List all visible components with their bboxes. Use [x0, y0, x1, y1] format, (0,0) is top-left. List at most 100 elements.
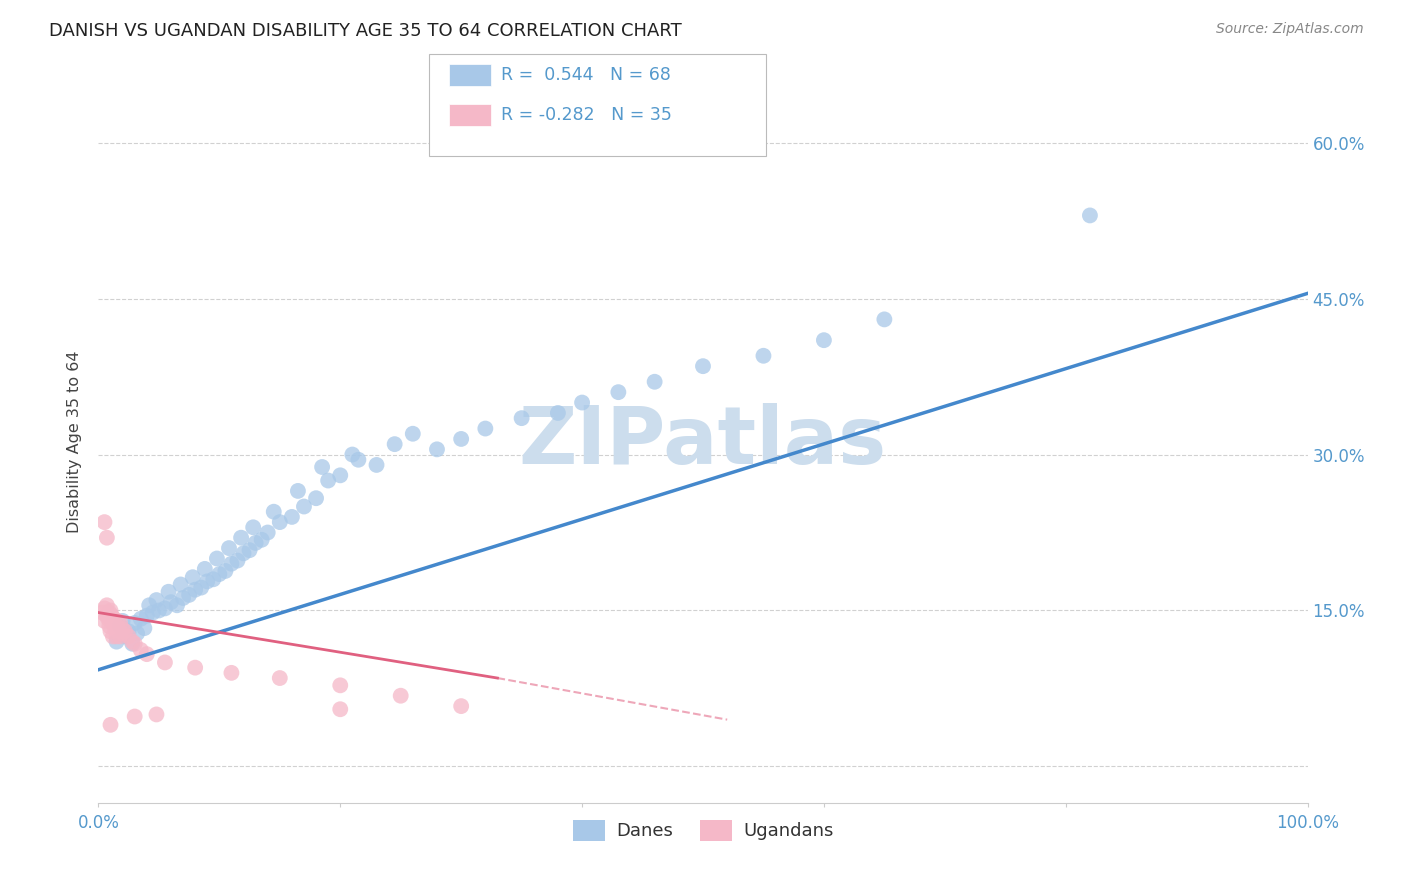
Point — [190, 581, 212, 595]
Point — [166, 599, 188, 613]
Point — [571, 395, 593, 409]
Point — [195, 574, 218, 589]
Point — [121, 634, 143, 648]
Text: R = -0.282   N = 35: R = -0.282 N = 35 — [501, 106, 672, 124]
Point — [105, 619, 128, 633]
Point — [245, 536, 267, 550]
Point — [607, 385, 630, 400]
Point — [229, 531, 252, 545]
Point — [111, 622, 134, 636]
Point — [153, 601, 176, 615]
Point — [160, 595, 183, 609]
Point — [202, 572, 225, 586]
Point — [107, 614, 129, 628]
Point — [124, 615, 146, 630]
Point — [138, 599, 160, 613]
Point — [100, 603, 122, 617]
Point — [184, 582, 207, 597]
Point — [450, 699, 472, 714]
Point — [426, 442, 449, 457]
Point — [752, 349, 775, 363]
Text: ZIPatlas: ZIPatlas — [519, 402, 887, 481]
Point — [221, 665, 243, 680]
Point — [347, 452, 370, 467]
Point — [184, 660, 207, 674]
Point — [145, 593, 167, 607]
Point — [135, 647, 157, 661]
Point — [105, 630, 128, 644]
Point — [873, 312, 896, 326]
Point — [134, 621, 156, 635]
Point — [114, 624, 136, 639]
Point — [105, 634, 128, 648]
Point — [98, 619, 121, 633]
Y-axis label: Disability Age 35 to 64: Disability Age 35 to 64 — [67, 351, 83, 533]
Point — [104, 622, 127, 636]
Point — [218, 541, 240, 555]
Point — [108, 619, 131, 633]
Point — [142, 606, 165, 620]
Point — [118, 630, 141, 644]
Point — [91, 606, 114, 620]
Point — [287, 483, 309, 498]
Point — [239, 543, 262, 558]
Point — [329, 468, 352, 483]
Point — [96, 599, 118, 613]
Point — [100, 608, 122, 623]
Text: Source: ZipAtlas.com: Source: ZipAtlas.com — [1216, 22, 1364, 37]
Point — [221, 557, 243, 571]
Point — [172, 591, 194, 605]
Point — [157, 584, 180, 599]
Point — [208, 567, 231, 582]
Point — [111, 626, 134, 640]
Point — [366, 458, 388, 472]
Point — [281, 509, 304, 524]
Point — [169, 577, 191, 591]
Point — [97, 612, 120, 626]
Point — [256, 525, 278, 540]
Point — [153, 656, 176, 670]
Point — [547, 406, 569, 420]
Point — [118, 624, 141, 639]
Point — [179, 588, 201, 602]
Point — [98, 606, 121, 620]
Point — [269, 671, 291, 685]
Point — [214, 564, 236, 578]
Point — [135, 608, 157, 623]
Point — [93, 515, 115, 529]
Point — [101, 630, 124, 644]
Point — [450, 432, 472, 446]
Point — [226, 553, 249, 567]
Point — [124, 637, 146, 651]
Point — [311, 460, 333, 475]
Point — [813, 333, 835, 347]
Point — [114, 630, 136, 644]
Point — [692, 359, 714, 374]
Point — [316, 474, 339, 488]
Point — [111, 614, 134, 628]
Point — [100, 718, 122, 732]
Point — [96, 531, 118, 545]
Point — [93, 614, 115, 628]
Point — [242, 520, 264, 534]
Point — [510, 411, 533, 425]
Point — [389, 689, 412, 703]
Text: R =  0.544   N = 68: R = 0.544 N = 68 — [501, 66, 671, 84]
Point — [101, 615, 124, 630]
Point — [96, 608, 118, 623]
Point — [263, 505, 285, 519]
Legend: Danes, Ugandans: Danes, Ugandans — [565, 813, 841, 848]
Point — [205, 551, 228, 566]
Point — [129, 612, 152, 626]
Point — [402, 426, 425, 441]
Point — [129, 643, 152, 657]
Point — [384, 437, 406, 451]
Point — [108, 615, 131, 630]
Point — [644, 375, 666, 389]
Point — [474, 421, 496, 435]
Point — [121, 637, 143, 651]
Point — [148, 603, 170, 617]
Point — [329, 678, 352, 692]
Point — [145, 707, 167, 722]
Point — [124, 709, 146, 723]
